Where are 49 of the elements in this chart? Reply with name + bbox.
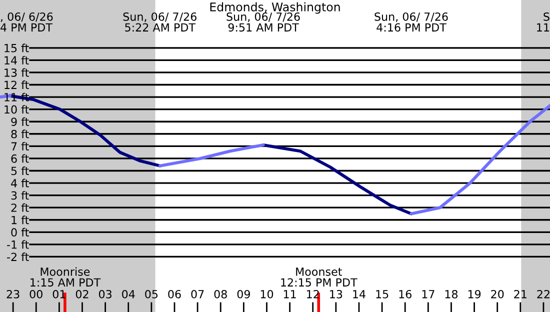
y-tick-label: 4 ft — [11, 178, 29, 188]
x-tick-label: 20 — [491, 290, 504, 298]
x-tick-label: 00 — [30, 290, 42, 298]
annotation: Sun, 06/ 7/26 4:16 PM PDT — [374, 12, 448, 32]
annotation: S 11 — [537, 12, 550, 32]
y-tick-label: 0 ft — [11, 228, 29, 237]
y-tick-label: 6 ft — [11, 154, 29, 163]
x-tick-label: 02 — [76, 290, 88, 298]
x-tick-label: 07 — [191, 290, 204, 298]
x-tick-label: 05 — [145, 290, 158, 298]
x-tick-label: 12 — [307, 290, 319, 298]
y-tick-label: 3 ft — [11, 191, 29, 200]
y-tick-label: 8 ft — [11, 130, 29, 138]
x-tick-label: 03 — [98, 290, 112, 298]
y-tick-label: 10 ft — [4, 105, 29, 114]
annotation: Sun, 06/ 7/26 5:22 AM PDT — [123, 12, 196, 32]
y-tick-label: 13 ft — [4, 68, 29, 77]
y-tick-label: 5 ft — [11, 166, 29, 176]
x-tick-label: 18 — [445, 290, 458, 298]
y-tick-label: 14 ft — [4, 56, 29, 64]
ref-line-label: Moonrise 1:15 AM PDT — [30, 267, 101, 287]
chart-title: Edmonds, Washington — [210, 2, 340, 14]
x-tick-label: 19 — [468, 290, 481, 298]
x-tick-label: 22 — [537, 290, 550, 298]
x-tick-label: 09 — [237, 290, 250, 298]
x-tick-label: 06 — [168, 290, 181, 298]
x-tick-label: 01 — [52, 290, 66, 298]
x-tick-label: 14 — [353, 290, 366, 298]
x-tick-label: 21 — [514, 290, 526, 298]
y-tick-label: 12 ft — [4, 80, 29, 89]
y-tick-label: 2 ft — [11, 203, 29, 212]
x-tick-label: 15 — [376, 290, 388, 298]
x-tick-label: 08 — [214, 290, 227, 298]
x-tick-label: 10 — [260, 290, 274, 298]
x-tick-label: 23 — [6, 290, 20, 298]
x-tick-label: 04 — [122, 290, 135, 298]
y-tick-label: 9 ft — [11, 117, 29, 126]
x-tick-label: 11 — [284, 290, 296, 298]
y-tick-label: 7 ft — [11, 142, 29, 150]
y-tick-label: 15 ft — [4, 44, 29, 52]
annotation: , 06/ 6/26 4 PM PDT — [0, 12, 53, 32]
y-tick-label: -2 ft — [7, 252, 29, 261]
y-tick-label: -1 ft — [7, 240, 29, 249]
y-tick-label: 1 ft — [12, 216, 29, 224]
x-tick-label: 17 — [422, 290, 434, 298]
x-tick-label: 13 — [330, 290, 342, 298]
x-tick-label: 16 — [399, 290, 412, 298]
ref-line-label: Moonset 12:15 PM PDT — [281, 268, 358, 287]
annotation: Sun, 06/ 7/26 9:51 AM PDT — [226, 12, 300, 32]
